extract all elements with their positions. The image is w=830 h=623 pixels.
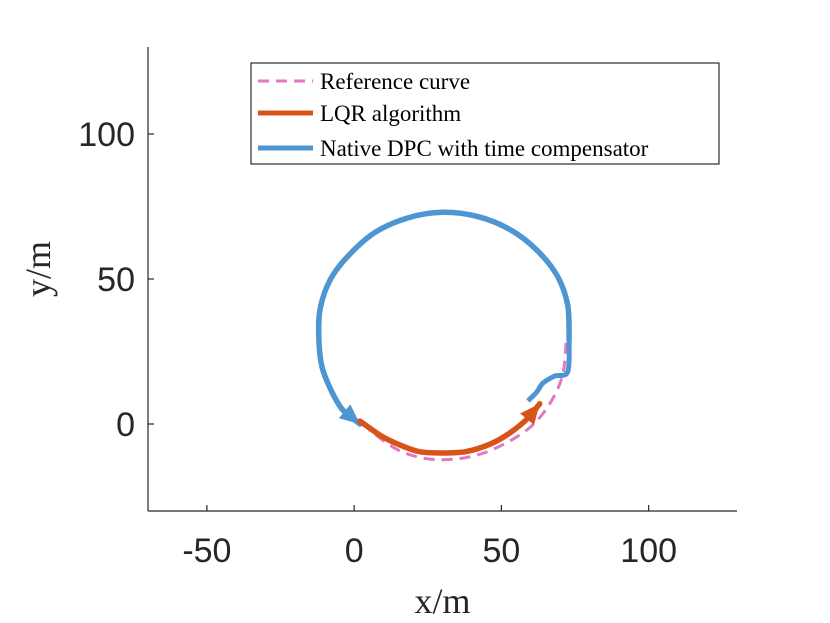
reference-curve-line <box>368 342 568 462</box>
x-tick-label: 50 <box>482 532 520 570</box>
x-tick-label: 100 <box>620 532 677 570</box>
y-tick-label: 0 <box>116 406 135 444</box>
legend-reference-label: Reference curve <box>320 69 470 94</box>
axes <box>147 47 737 512</box>
dpc-line <box>315 209 572 427</box>
legend: Reference curve LQR algorithm Native DPC w… <box>250 62 720 165</box>
plot-area <box>315 209 572 462</box>
y-tick-label: 100 <box>78 116 135 154</box>
lqr-line <box>357 400 543 456</box>
y-axis-label: y/m <box>18 241 58 297</box>
lqr-arrow-head <box>520 403 540 425</box>
tick-labels: -50 0 50 100 0 50 100 <box>78 116 677 570</box>
y-tick-label: 50 <box>97 261 135 299</box>
legend-lqr-label: LQR algorithm <box>320 101 461 126</box>
dpc-arrow-head <box>338 404 361 424</box>
legend-dpc-label: Native DPC with time compensator <box>320 136 649 161</box>
legend-box <box>250 62 720 165</box>
x-axis-label: x/m <box>414 581 470 621</box>
dpc-start-segment <box>526 339 572 403</box>
x-tick-label: -50 <box>182 532 231 570</box>
x-tick-label: 0 <box>345 532 364 570</box>
